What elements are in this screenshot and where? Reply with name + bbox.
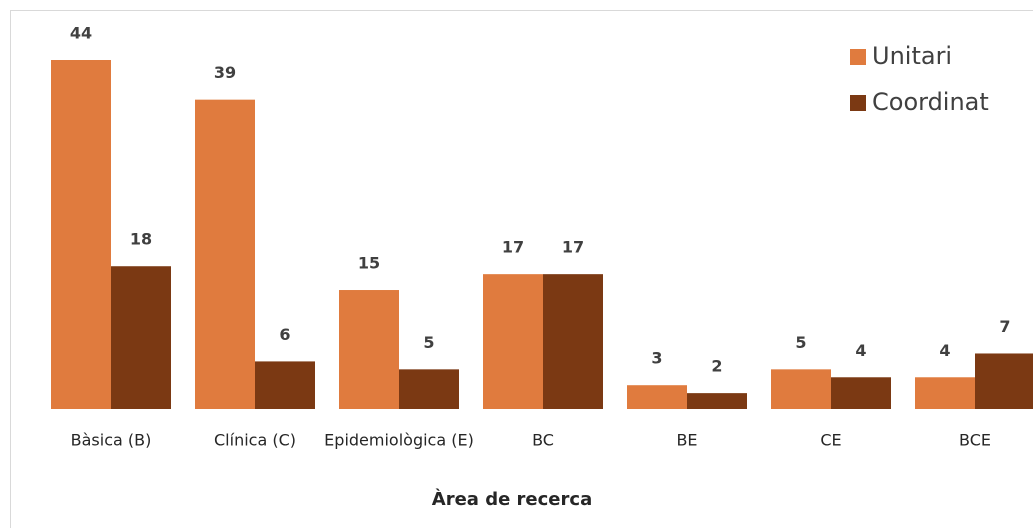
bar	[915, 377, 975, 409]
bar	[483, 274, 543, 409]
data-label: 17	[562, 238, 584, 257]
bar	[399, 369, 459, 409]
bar	[255, 361, 315, 409]
x-tick-label: BE	[676, 431, 697, 450]
data-label: 5	[423, 333, 434, 352]
bar	[771, 369, 831, 409]
bar	[831, 377, 891, 409]
legend-label: Unitari	[872, 42, 952, 70]
bar	[195, 99, 255, 409]
data-label: 4	[939, 341, 950, 360]
data-label: 17	[502, 238, 524, 257]
bar	[975, 353, 1033, 409]
data-label: 39	[214, 63, 236, 82]
x-tick-label: BC	[532, 431, 554, 450]
legend-label: Coordinat	[872, 88, 989, 116]
bar	[111, 266, 171, 409]
legend-swatch	[850, 95, 866, 111]
legend-swatch	[850, 49, 866, 65]
chart-frame	[10, 10, 1033, 528]
x-axis-title: Àrea de recerca	[432, 488, 592, 510]
x-tick-label: CE	[820, 431, 841, 450]
data-label: 44	[70, 24, 92, 43]
data-label: 7	[999, 317, 1010, 336]
data-label: 18	[130, 230, 152, 249]
x-tick-label: Clínica (C)	[214, 431, 296, 450]
data-label: 4	[855, 341, 866, 360]
bar	[339, 290, 399, 409]
x-tick-label: Epidemiològica (E)	[324, 431, 474, 450]
x-tick-label: Bàsica (B)	[71, 431, 152, 450]
data-label: 5	[795, 333, 806, 352]
data-label: 6	[279, 325, 290, 344]
data-label: 3	[651, 349, 662, 368]
data-label: 2	[711, 357, 722, 376]
bar	[51, 60, 111, 409]
bar	[687, 393, 747, 409]
data-label: 15	[358, 254, 380, 273]
x-tick-label: BCE	[959, 431, 991, 450]
bar	[543, 274, 603, 409]
bar	[627, 385, 687, 409]
